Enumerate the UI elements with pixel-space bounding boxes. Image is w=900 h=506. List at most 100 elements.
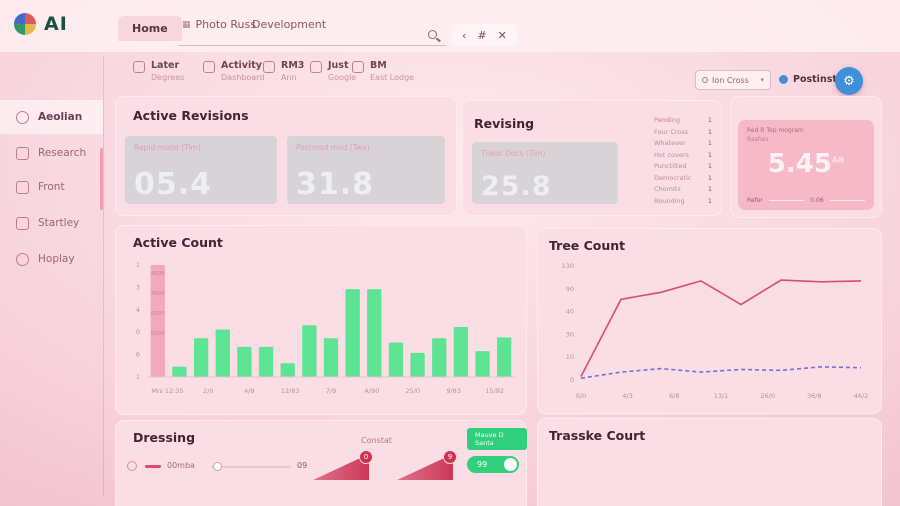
- stat-box: Postmod mod (Two) 31.8: [287, 136, 445, 204]
- svg-text:0: 0: [136, 328, 140, 336]
- metric-label: Democratic: [654, 173, 692, 182]
- svg-text:15/92: 15/92: [485, 387, 504, 395]
- constat-label: Constat: [361, 436, 392, 445]
- summary-footer-value: 0.06: [810, 197, 824, 204]
- toolbar-item-later[interactable]: Later Degrees: [133, 60, 184, 82]
- toolbar-item-title: Just: [328, 60, 349, 71]
- stat-box: Theor Docs (Tim) 25.8: [472, 142, 618, 204]
- sidebar-item-front[interactable]: Front: [0, 170, 103, 204]
- metric-label: Rounding: [654, 196, 685, 205]
- stat-label: Rapid mood (Tim): [134, 143, 201, 152]
- toolbar-item-rm3[interactable]: RM3 Ann: [263, 60, 304, 82]
- hash-icon[interactable]: #: [477, 28, 487, 42]
- metric-label: Pending: [654, 116, 680, 124]
- svg-text:4009: 4009: [151, 291, 165, 297]
- card-title: Dressing: [133, 430, 196, 445]
- postinst-control[interactable]: Postinst: [779, 74, 837, 85]
- svg-text:130: 130: [562, 262, 574, 270]
- metric-value: 1: [707, 116, 712, 124]
- sidebar-item-research[interactable]: Research: [0, 136, 103, 170]
- sidebar-item-aeolian[interactable]: Aeolian: [0, 100, 103, 134]
- svg-text:36/8: 36/8: [807, 392, 822, 400]
- toolbar-item-bm[interactable]: BM East Lodge: [352, 60, 414, 82]
- filter-select[interactable]: Ion Cross ▾: [695, 70, 771, 90]
- card-title: Trasske Court: [549, 428, 646, 443]
- chevron-left-icon[interactable]: ‹: [462, 28, 467, 42]
- svg-text:1: 1: [136, 261, 140, 269]
- svg-text:13/1: 13/1: [714, 392, 729, 400]
- toolbar-item-just[interactable]: Just Google: [310, 60, 356, 82]
- svg-text:26/0: 26/0: [760, 392, 775, 400]
- toolbar-item-sub: East Lodge: [370, 73, 415, 82]
- sidebar-item-label: Research: [38, 147, 87, 159]
- svg-text:7/9: 7/9: [326, 387, 336, 395]
- sidebar-item-startley[interactable]: Startley: [0, 206, 103, 240]
- svg-text:46/2: 46/2: [854, 392, 869, 400]
- metric-label: Hot covers: [654, 150, 689, 159]
- metric-row: Rounding 1: [654, 197, 712, 209]
- stat-value: 05.4: [134, 167, 213, 202]
- rm3-icon: [263, 61, 275, 73]
- toolbar-item-sub: Ann: [281, 73, 297, 82]
- check-dot-icon: [779, 75, 788, 84]
- card-title: Tree Count: [549, 238, 626, 253]
- svg-text:6/8: 6/8: [669, 392, 679, 400]
- chevron-down-icon: ▾: [760, 76, 764, 84]
- divider: [829, 200, 866, 201]
- stat-value: 25.8: [481, 171, 552, 202]
- card-title: Active Count: [133, 235, 223, 250]
- summary-subtitle: Rashes: [747, 136, 769, 143]
- tab-photo-russ[interactable]: ▦ Photo Russ: [182, 18, 256, 31]
- activity-icon: [203, 61, 215, 73]
- sidebar-item-label: Hoplay: [38, 253, 75, 265]
- file-icon: [16, 216, 29, 230]
- revising-card: Revising Theor Docs (Tim) 25.8 Pending 1 …: [462, 100, 722, 216]
- metric-row: Democratic 1: [654, 174, 712, 186]
- metric-row: Four Cross 1: [654, 128, 712, 140]
- stat-label: Theor Docs (Tim): [481, 149, 546, 158]
- metric-value: 1: [707, 196, 712, 205]
- tab-photo-russ-label: Photo Russ: [195, 18, 256, 31]
- toolbar-item-sub: Dashboard: [221, 73, 265, 82]
- sidebar-scrollbar[interactable]: [100, 148, 103, 210]
- bulb-icon: [16, 110, 29, 124]
- tree-count-chart: 130 90 40 30 10 00/0 4/3 6/8 13/1 26/0 36/8 46/2: [562, 262, 869, 400]
- metric-label: Four Cross: [654, 127, 689, 136]
- metric-row: Whatever 1: [654, 139, 712, 151]
- search-icon[interactable]: [428, 30, 437, 39]
- traffic-card: Trasske Court: [537, 418, 882, 506]
- photo-icon: ▦: [182, 19, 191, 30]
- radio-button[interactable]: [127, 461, 137, 471]
- summary-footer-label: Refer: [747, 197, 763, 204]
- metric-value: 1: [707, 173, 712, 182]
- postinst-label: Postinst: [793, 74, 837, 85]
- toolbar-item-title: BM: [370, 60, 387, 71]
- clock-icon: [16, 252, 29, 266]
- legend-label: 00mba: [167, 461, 195, 470]
- toggle-label: 99: [477, 460, 488, 469]
- toolbar-item-activity[interactable]: Activity Dashboard: [203, 60, 264, 82]
- svg-text:90: 90: [566, 285, 574, 293]
- close-icon[interactable]: ✕: [497, 28, 507, 42]
- metric-row: Punctilted 1: [654, 162, 712, 174]
- slider-track[interactable]: [211, 466, 291, 468]
- active-revisions-card: Active Revisions Rapid mood (Tim) 05.4 P…: [115, 96, 457, 216]
- active-count-chart: 1 3 4 0 6 1 Mrs 12:35 2/0 4/9 12/83 7/9 A/90 25/0 9/8…: [136, 261, 515, 395]
- tab-home[interactable]: Home: [118, 16, 182, 41]
- summary-inner-panel: Red R Top mogram Rashes 5.45AB Refer 0.0…: [738, 120, 874, 210]
- tab-development[interactable]: Development: [252, 18, 326, 31]
- svg-text:0009: 0009: [151, 331, 165, 337]
- primary-action-button[interactable]: ⚙: [835, 67, 863, 95]
- toggle-switch[interactable]: 99: [467, 456, 519, 473]
- sidebar-item-hoplay[interactable]: Hoplay: [0, 242, 103, 276]
- status-badge: Mauve D Santa: [467, 428, 527, 450]
- slider-handle[interactable]: [213, 462, 222, 471]
- svg-text:40: 40: [566, 308, 574, 316]
- metric-label: Whatever: [654, 139, 686, 147]
- svg-text:0: 0: [570, 376, 574, 384]
- active-count-card: Active Count 1 3 4 0 6 1 Mrs 12:35 2/0 4/9 12/83 7…: [115, 225, 527, 415]
- svg-text:0307: 0307: [151, 311, 165, 317]
- gauge-badge: 0: [359, 450, 373, 464]
- metric-label: Chomits: [654, 185, 681, 193]
